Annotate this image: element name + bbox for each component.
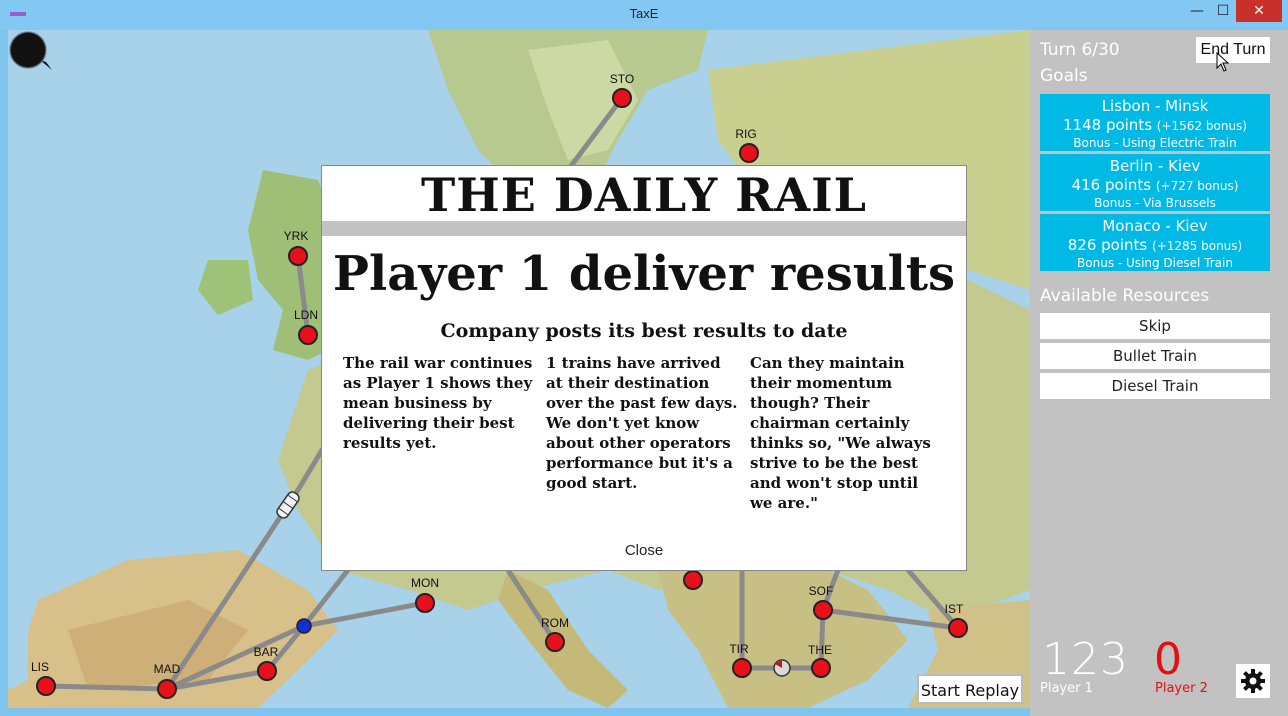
city-label: TIR	[729, 642, 749, 656]
station-ROM[interactable]	[545, 632, 565, 652]
goal-bonus-points: (+727 bonus)	[1155, 179, 1239, 193]
goal-route: Monaco - Kiev	[1102, 217, 1208, 235]
station-RIG[interactable]	[739, 143, 759, 163]
end-turn-button[interactable]: End Turn	[1196, 37, 1270, 63]
resource-bullet-train[interactable]: Bullet Train	[1040, 343, 1270, 369]
station-MAD[interactable]	[157, 679, 177, 699]
train-icon[interactable]	[275, 490, 301, 520]
title-bar: TaxE — ☐ ✕	[0, 0, 1288, 30]
station-LIS[interactable]	[36, 676, 56, 696]
article-column-2: 1 trains have arrived at their destinati…	[546, 354, 738, 492]
station-TIR[interactable]	[732, 658, 752, 678]
station-IST[interactable]	[948, 618, 968, 638]
city-label: THE	[808, 643, 832, 657]
station-YRK[interactable]	[288, 246, 308, 266]
goals-heading: Goals	[1040, 66, 1088, 86]
station-STO[interactable]	[612, 88, 632, 108]
goal-route: Lisbon - Minsk	[1101, 97, 1209, 115]
goal-card[interactable]: Berlin - Kiev 416 points (+727 bonus) Bo…	[1040, 154, 1270, 211]
city-label: IST	[944, 602, 964, 616]
goal-points: 826 points	[1067, 236, 1148, 254]
city-label: STO	[609, 72, 635, 86]
player2-name: Player 2	[1155, 681, 1208, 696]
city-label: MAD	[153, 662, 181, 676]
newspaper-dialog: THE DAILY RAIL Player 1 deliver results …	[321, 165, 967, 571]
goal-bonus: Bonus - Using Electric Train	[1073, 136, 1237, 150]
station-BAR[interactable]	[257, 661, 277, 681]
newspaper-headline: Player 1 deliver results	[332, 246, 956, 302]
city-label: LIS	[30, 660, 50, 674]
station-partial[interactable]	[683, 570, 703, 590]
city-label: SOF	[808, 584, 834, 598]
minimize-button[interactable]: —	[1190, 3, 1204, 19]
goal-card[interactable]: Monaco - Kiev 826 points (+1285 bonus) B…	[1040, 214, 1270, 271]
city-label: LDN	[293, 308, 319, 322]
newspaper-masthead: THE DAILY RAIL	[421, 168, 867, 222]
goal-points: 416 points	[1071, 176, 1152, 194]
app-icon	[10, 12, 26, 16]
article-column-3: Can they maintain their momentum though?…	[750, 354, 931, 512]
goal-bonus-points: (+1285 bonus)	[1152, 239, 1243, 253]
station-LDN[interactable]	[298, 325, 318, 345]
goal-points-line: 826 points (+1285 bonus)	[1040, 235, 1270, 256]
start-replay-button[interactable]: Start Replay	[917, 674, 1023, 704]
window-title: TaxE	[629, 6, 659, 21]
gear-icon	[1241, 669, 1265, 693]
goal-route: Berlin - Kiev	[1109, 157, 1201, 175]
mouse-cursor-icon	[1216, 52, 1230, 72]
player1-name: Player 1	[1040, 681, 1093, 696]
maximize-button[interactable]: ☐	[1216, 3, 1230, 19]
player1-score: 123	[1042, 634, 1129, 685]
station-THE[interactable]	[811, 658, 831, 678]
settings-button[interactable]	[1236, 664, 1270, 698]
player2-score: 0	[1154, 634, 1182, 685]
stations	[36, 88, 968, 699]
resource-skip[interactable]: Skip	[1040, 313, 1270, 339]
station-MON[interactable]	[415, 593, 435, 613]
side-panel: Turn 6/30 End Turn Goals Lisbon - Minsk …	[1030, 30, 1288, 716]
city-label: BAR	[253, 645, 279, 659]
station-SOF[interactable]	[813, 600, 833, 620]
goal-points-line: 416 points (+727 bonus)	[1040, 175, 1270, 196]
zoom-icon[interactable]	[8, 30, 54, 72]
goal-points-line: 1148 points (+1562 bonus)	[1040, 115, 1270, 136]
close-button[interactable]: ✕	[1236, 0, 1282, 22]
junction[interactable]	[296, 618, 312, 634]
turn-counter: Turn 6/30	[1040, 40, 1120, 60]
goal-points: 1148 points	[1063, 116, 1153, 134]
close-newspaper-button[interactable]: Close	[624, 542, 664, 559]
city-label: ROM	[541, 616, 569, 630]
goal-card[interactable]: Lisbon - Minsk 1148 points (+1562 bonus)…	[1040, 94, 1270, 151]
resources-heading: Available Resources	[1040, 286, 1210, 306]
goal-bonus: Bonus - Using Diesel Train	[1077, 256, 1233, 270]
goal-bonus: Bonus - Via Brussels	[1094, 196, 1216, 210]
city-label: RIG	[735, 127, 757, 141]
city-label: YRK	[283, 229, 309, 243]
newspaper-subheadline: Company posts its best results to date	[440, 320, 848, 342]
masthead-divider	[322, 221, 966, 236]
resource-diesel-train[interactable]: Diesel Train	[1040, 373, 1270, 399]
article-column-1: The rail war continues as Player 1 shows…	[343, 354, 533, 452]
city-label: MON	[411, 576, 439, 590]
goal-bonus-points: (+1562 bonus)	[1156, 119, 1247, 133]
